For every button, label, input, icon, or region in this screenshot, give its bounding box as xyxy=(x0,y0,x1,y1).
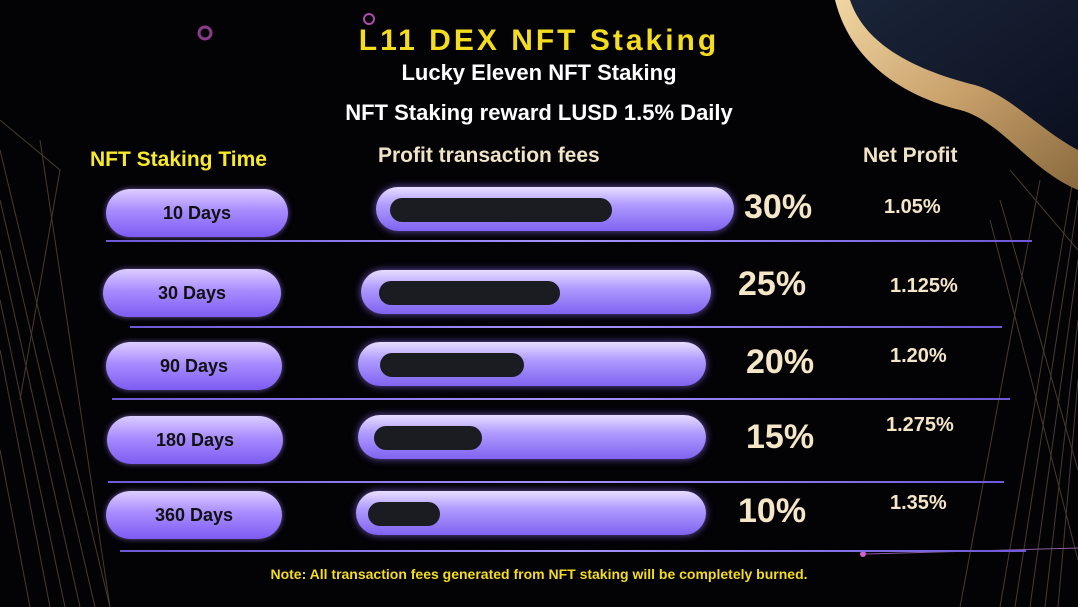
net-profit-row-4: 1.275% xyxy=(886,414,954,436)
net-profit-row-5: 1.35% xyxy=(890,492,947,514)
footer-note: Note: All transaction fees generated fro… xyxy=(270,566,808,582)
row-divider xyxy=(106,240,1032,242)
period-pill-90-days: 90 Days xyxy=(106,342,282,390)
row-divider xyxy=(130,326,1002,328)
fee-percent-row-2: 25% xyxy=(738,265,807,303)
fee-bar-row-5 xyxy=(356,491,706,535)
row-divider xyxy=(120,550,1026,552)
net-profit-row-2: 1.125% xyxy=(890,275,958,297)
fee-bar-fill xyxy=(374,426,482,450)
column-header-fee: Profit transaction fees xyxy=(378,144,600,167)
fee-bar-fill xyxy=(390,198,612,222)
fee-bar-fill xyxy=(380,353,524,377)
period-pill-30-days: 30 Days xyxy=(103,269,281,317)
fee-percent-row-3: 20% xyxy=(746,343,815,381)
reward-line: NFT Staking reward LUSD 1.5% Daily xyxy=(345,100,733,125)
column-header-net: Net Profit xyxy=(863,144,958,167)
period-pill-10-days: 10 Days xyxy=(106,189,288,237)
period-pill-360-days: 360 Days xyxy=(106,491,282,539)
net-profit-row-3: 1.20% xyxy=(890,345,947,367)
column-header-time: NFT Staking Time xyxy=(90,148,267,171)
fee-percent-row-4: 15% xyxy=(746,418,815,456)
page-title: L11 DEX NFT Staking xyxy=(358,24,720,57)
fee-bar-row-2 xyxy=(361,270,711,314)
fee-bar-row-3 xyxy=(358,342,706,386)
page-subtitle: Lucky Eleven NFT Staking xyxy=(401,60,677,85)
fee-bar-fill xyxy=(368,502,440,526)
fee-percent-row-1: 30% xyxy=(744,188,813,226)
fee-bar-fill xyxy=(379,281,560,305)
period-pill-180-days: 180 Days xyxy=(107,416,283,464)
row-divider xyxy=(108,481,1004,483)
fee-bar-row-1 xyxy=(376,187,734,231)
fee-percent-row-5: 10% xyxy=(738,492,807,530)
fee-bar-row-4 xyxy=(358,415,706,459)
net-profit-row-1: 1.05% xyxy=(884,196,941,218)
row-divider xyxy=(112,398,1010,400)
